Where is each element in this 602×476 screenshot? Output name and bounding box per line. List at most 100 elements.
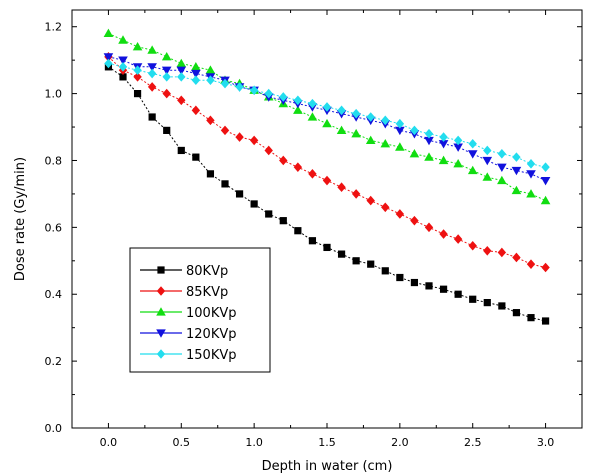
data-point [469, 295, 477, 303]
data-point [497, 175, 507, 185]
data-point [424, 136, 434, 146]
legend-label: 80KVp [186, 264, 228, 279]
data-point [293, 162, 303, 172]
data-point [104, 58, 113, 69]
y-axis-label: Dose rate (Gy/min) [13, 157, 28, 281]
data-point [381, 115, 390, 126]
data-point [512, 252, 521, 263]
data-point [453, 159, 463, 168]
data-point [395, 209, 405, 219]
data-point [424, 128, 434, 139]
data-point [132, 41, 143, 51]
y-tick-label: 0.8 [45, 154, 63, 167]
data-point [191, 62, 201, 71]
data-point [133, 72, 142, 82]
data-point [468, 240, 477, 251]
data-point [249, 85, 259, 96]
data-point [396, 273, 404, 282]
data-point [220, 125, 230, 136]
data-point [381, 267, 389, 275]
data-point [497, 148, 507, 159]
legend-swatch-marker [156, 286, 166, 296]
data-point [308, 98, 317, 109]
data-point [221, 180, 229, 188]
series-80KVp [104, 63, 550, 325]
data-point [293, 95, 303, 106]
x-tick-label: 0.0 [100, 436, 118, 449]
data-point [279, 155, 288, 166]
data-point [541, 317, 550, 325]
data-point [206, 75, 215, 86]
data-point [410, 278, 419, 287]
data-point [454, 290, 462, 298]
x-tick-label: 3.0 [537, 436, 555, 449]
y-tick-label: 1.2 [45, 21, 63, 34]
data-point [409, 148, 420, 158]
data-point [439, 285, 448, 293]
data-point [337, 250, 346, 258]
data-point [161, 66, 172, 75]
y-tick-label: 0.0 [45, 422, 63, 435]
series-line [108, 56, 546, 181]
data-point [439, 132, 448, 142]
data-point [511, 166, 522, 176]
data-point [308, 169, 317, 179]
legend-swatch-marker [157, 266, 165, 274]
data-point [249, 135, 259, 146]
data-point [118, 56, 128, 65]
legend-swatch-marker [156, 349, 166, 359]
data-point [424, 152, 434, 161]
x-axis: 0.0 0.5 1.0 1.5 2.0 2.5 3.0 [100, 10, 555, 449]
legend-entry: 120KVp [140, 327, 236, 342]
data-point [351, 189, 361, 199]
data-point [264, 88, 273, 99]
data-point [453, 143, 463, 152]
data-point [294, 227, 302, 235]
data-point [438, 155, 449, 165]
data-point [482, 156, 493, 166]
data-point [380, 138, 391, 148]
data-point [366, 112, 375, 122]
series-layer [103, 28, 551, 325]
data-point [147, 68, 157, 79]
data-point [337, 105, 346, 116]
data-point [205, 65, 216, 74]
data-point [293, 105, 303, 114]
data-point [336, 125, 347, 134]
legend-entry: 100KVp [140, 306, 236, 321]
x-tick-label: 2.0 [391, 436, 409, 449]
data-point [367, 260, 375, 268]
series-line [108, 63, 546, 168]
data-point [410, 215, 419, 226]
y-tick-label: 0.4 [45, 288, 63, 301]
data-point [206, 170, 215, 178]
data-point [365, 135, 376, 145]
legend-entry: 85KVp [140, 285, 228, 300]
data-point [308, 237, 317, 245]
data-point [279, 217, 287, 225]
data-point [527, 314, 535, 322]
data-point [235, 190, 244, 198]
series-100KVp [103, 28, 551, 205]
data-point [541, 262, 550, 273]
data-point [468, 138, 477, 149]
data-point [438, 140, 449, 149]
data-point [119, 73, 127, 81]
x-axis-label: Depth in water (cm) [262, 459, 393, 474]
data-point [467, 150, 478, 159]
series-line [108, 32, 546, 202]
data-point [147, 63, 157, 72]
x-tick-label: 1.5 [318, 436, 336, 449]
data-point [148, 113, 156, 121]
data-point [322, 102, 332, 112]
data-point [206, 115, 215, 126]
data-point [322, 175, 332, 186]
data-point [366, 195, 375, 206]
legend-label: 100KVp [186, 306, 236, 321]
data-point [483, 245, 492, 256]
y-axis: 0.0 0.2 0.4 0.6 0.8 1.0 1.2 [45, 21, 582, 435]
data-point [498, 302, 506, 310]
data-point [162, 88, 171, 99]
data-point [351, 108, 361, 119]
